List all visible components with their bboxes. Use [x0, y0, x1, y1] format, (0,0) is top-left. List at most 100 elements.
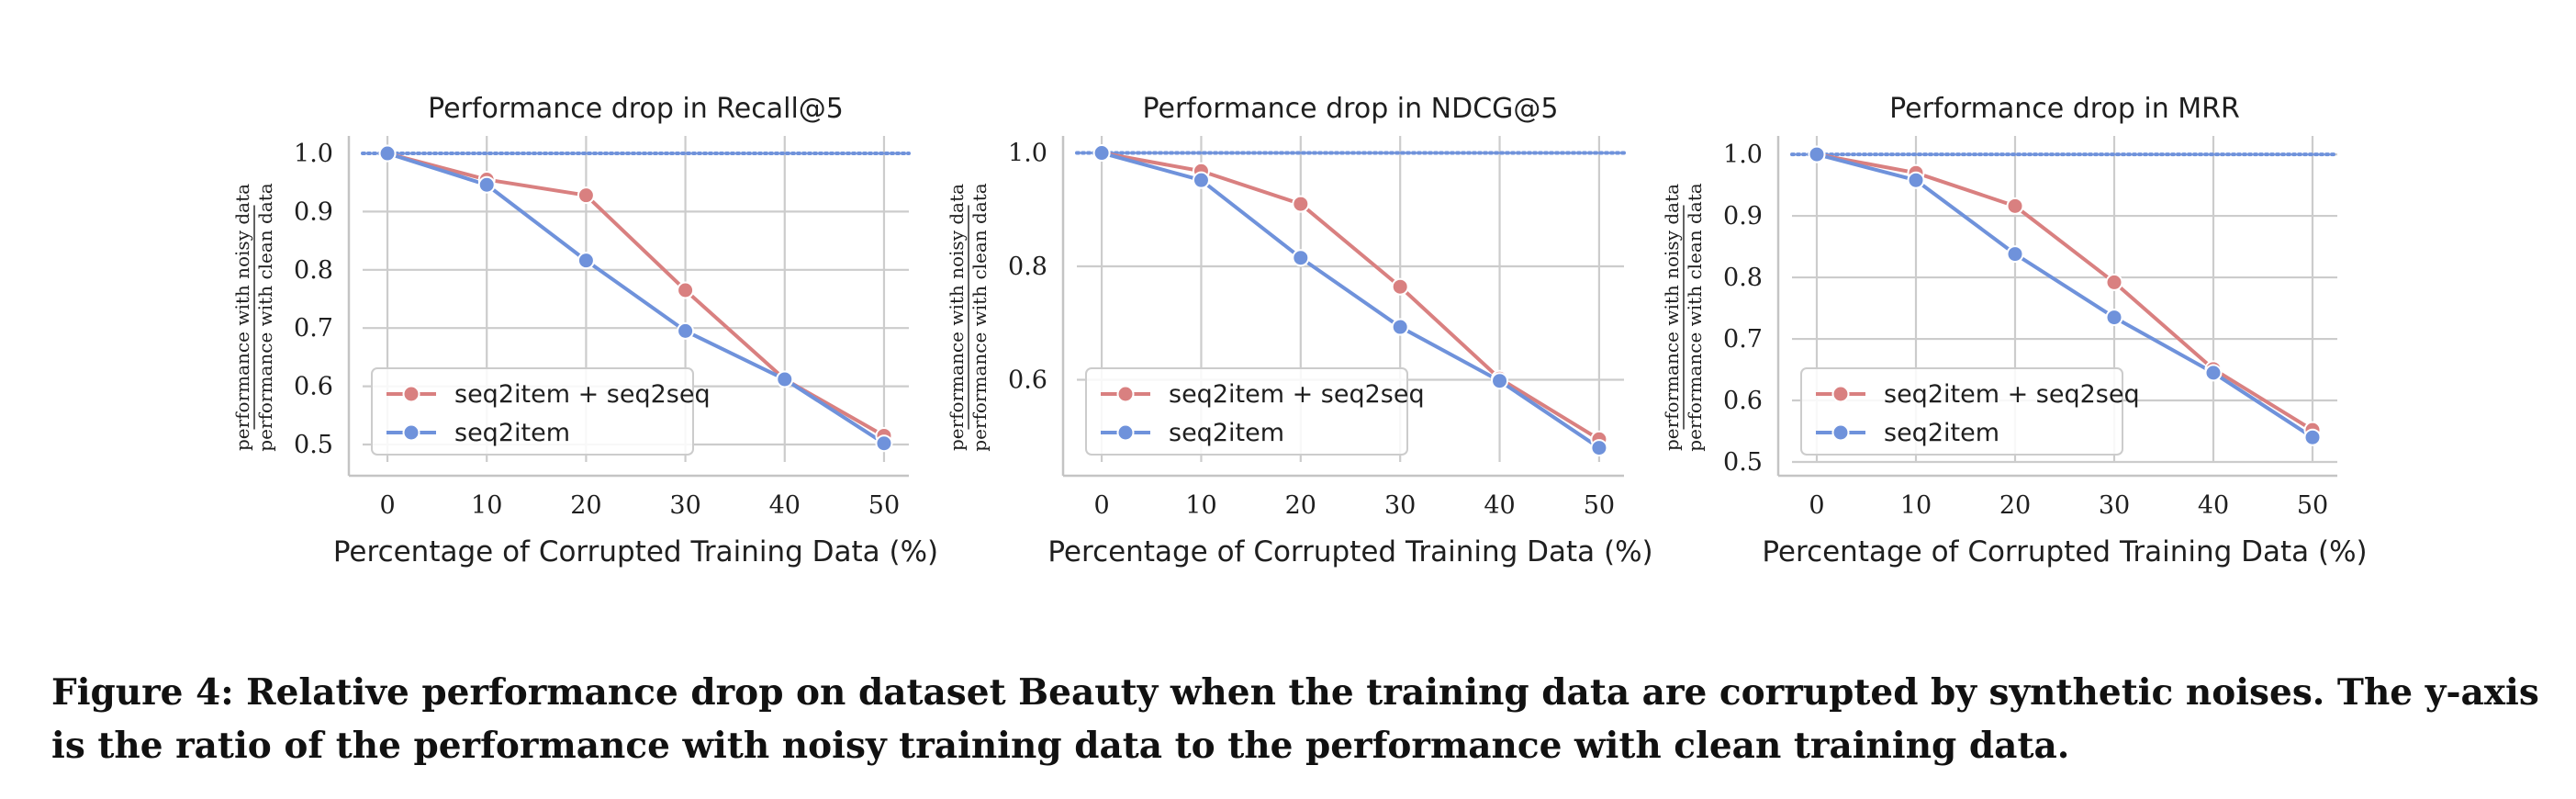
x-tick-label: 20 [1285, 491, 1316, 520]
legend-label: seq2item [1884, 419, 1999, 447]
x-tick-label: 30 [1384, 491, 1416, 520]
y-label-denominator: performance with clean data [1684, 183, 1706, 452]
data-point [1590, 439, 1608, 457]
legend-label: seq2item [1169, 419, 1284, 447]
legend: seq2item + seq2seq seq2item [1085, 367, 1425, 456]
legend-marker [1116, 423, 1135, 442]
x-tick-label: 0 [1809, 491, 1824, 520]
x-tick-label: 30 [669, 491, 700, 520]
y-tick-label: 1.0 [1008, 140, 1047, 168]
chart-panel-2: 0 10 20 30 40 50 0.6 0.8 1.0 Performance drop in … [946, 93, 1653, 568]
legend-box [1085, 367, 1408, 456]
y-tick-label: 0.5 [294, 431, 333, 459]
series-line-2 [1101, 151, 1601, 450]
data-point [1808, 145, 1826, 163]
x-tick-label: 10 [471, 491, 502, 520]
data-point [1907, 171, 1925, 189]
legend-marker [402, 385, 420, 403]
data-point [677, 321, 695, 340]
data-point [1292, 249, 1310, 267]
legend-label: seq2item [454, 419, 570, 447]
chart-title: Performance drop in NDCG@5 [1142, 93, 1558, 125]
chart-title: Performance drop in MRR [1889, 93, 2240, 125]
legend-label: seq2item + seq2seq [1884, 380, 2140, 409]
x-tick-label: 40 [2198, 491, 2229, 520]
data-point [776, 370, 794, 388]
legend-marker [1831, 385, 1850, 403]
y-tick-label: 1.0 [294, 140, 333, 168]
data-point [677, 281, 695, 299]
legend-marker [1831, 423, 1850, 442]
y-tick-label: 0.7 [294, 314, 333, 343]
data-point [477, 175, 496, 194]
series-line-2 [386, 152, 886, 445]
x-tick-label: 0 [379, 491, 395, 520]
data-point [1391, 318, 1409, 336]
chart-panel-3: 0 10 20 30 40 50 0.5 0.6 0.7 0.8 0.9 1.0 Performance… [1661, 93, 2368, 568]
series-line-1 [1816, 152, 2314, 432]
data-point [1491, 372, 1509, 390]
y-tick-label: 0.8 [294, 256, 333, 285]
legend-box [1800, 367, 2123, 456]
y-axis-label: performance with noisy data performance w… [231, 183, 276, 452]
legend-marker [1116, 385, 1135, 403]
data-point [2006, 197, 2024, 215]
data-point [2006, 245, 2024, 264]
chart-title: Performance drop in Recall@5 [428, 93, 844, 125]
y-tick-label: 0.9 [294, 197, 333, 226]
figure-caption: Figure 4: Relative performance drop on d… [51, 671, 2539, 767]
x-tick-label: 50 [868, 491, 900, 520]
x-tick-label: 50 [2297, 491, 2328, 520]
series-line-1 [1101, 151, 1600, 442]
legend-label: seq2item + seq2seq [454, 380, 711, 409]
data-point [875, 434, 893, 453]
data-point [2105, 309, 2123, 327]
legend: seq2item + seq2seq seq2item [371, 367, 711, 456]
y-tick-label: 0.6 [1008, 366, 1047, 394]
data-point [378, 144, 397, 163]
x-tick-label: 20 [570, 491, 601, 520]
legend: seq2item + seq2seq seq2item [1800, 367, 2140, 456]
data-point [1391, 277, 1409, 296]
data-point [2204, 364, 2223, 382]
y-label-numerator: performance with noisy data [946, 184, 968, 451]
data-point [1092, 144, 1111, 163]
y-tick-label: 0.8 [1723, 264, 1763, 292]
series-line-2 [1816, 152, 2314, 439]
legend-marker [402, 423, 420, 442]
y-tick-label: 0.9 [1723, 202, 1763, 231]
x-tick-label: 20 [1999, 491, 2031, 520]
x-tick-label: 10 [1185, 491, 1216, 520]
x-tick-label: 40 [769, 491, 801, 520]
y-tick-label: 0.7 [1723, 325, 1763, 354]
chart-figure: 0 10 20 30 40 50 0.5 0.6 0.7 0.8 0.9 1.0 Performance… [231, 93, 2368, 568]
x-axis-label: Percentage of Corrupted Training Data (%… [1762, 535, 2367, 568]
y-axis-label: performance with noisy data performance w… [946, 183, 991, 452]
data-point [577, 186, 595, 205]
y-label-numerator: performance with noisy data [1661, 184, 1683, 451]
chart-panel-1: 0 10 20 30 40 50 0.5 0.6 0.7 0.8 0.9 1.0 Performance… [231, 93, 938, 568]
y-tick-label: 1.0 [1723, 141, 1763, 169]
data-point [2303, 428, 2322, 446]
y-label-numerator: performance with noisy data [231, 184, 253, 451]
x-tick-label: 30 [2099, 491, 2130, 520]
y-tick-label: 0.6 [294, 373, 333, 401]
y-label-denominator: performance with clean data [254, 183, 276, 452]
y-tick-label: 0.6 [1723, 387, 1763, 415]
x-axis-label: Percentage of Corrupted Training Data (%… [1047, 535, 1652, 568]
y-axis-label: performance with noisy data performance w… [1661, 183, 1706, 452]
x-tick-label: 0 [1093, 491, 1109, 520]
x-axis-label: Percentage of Corrupted Training Data (%… [333, 535, 938, 568]
x-tick-label: 40 [1484, 491, 1515, 520]
legend-box [371, 367, 694, 456]
x-tick-label: 10 [1900, 491, 1932, 520]
data-point [1292, 195, 1310, 213]
y-tick-label: 0.8 [1008, 253, 1047, 281]
data-point [1192, 171, 1210, 189]
x-tick-label: 50 [1584, 491, 1615, 520]
y-label-denominator: performance with clean data [969, 183, 991, 452]
data-point [577, 252, 595, 270]
y-tick-label: 0.5 [1723, 448, 1763, 477]
data-point [2105, 273, 2123, 291]
